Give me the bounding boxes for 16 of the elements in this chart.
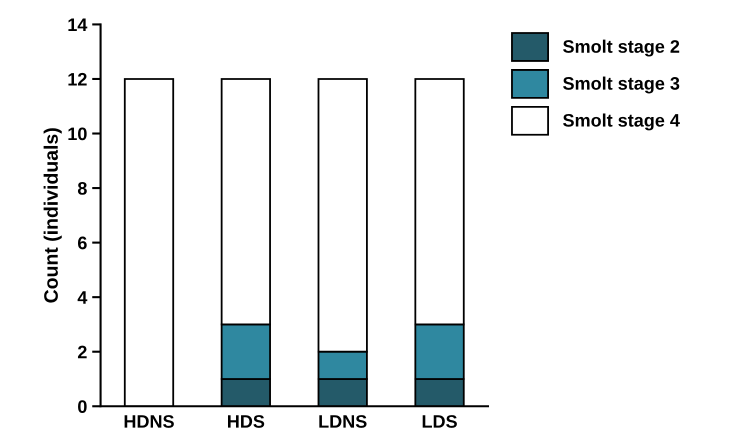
y-tick-label: 2	[78, 346, 87, 358]
legend-label: Smolt stage 3	[563, 76, 680, 94]
y-tick-label: 4	[78, 291, 88, 304]
legend-label: Smolt stage 2	[563, 40, 680, 57]
y-tick-label: 14	[68, 18, 88, 31]
x-tick-label: HDS	[228, 415, 264, 428]
y-tick-label: 10	[68, 127, 87, 140]
y-tick-label: 0	[78, 400, 87, 413]
y-axis-title: Count (individuals)	[44, 128, 62, 303]
x-tick-label: LDS	[422, 415, 457, 428]
x-tick-label: HDNS	[124, 415, 174, 428]
y-tick-label: 12	[68, 72, 87, 86]
x-tick-label: LDNS	[319, 415, 367, 428]
y-tick-label: 6	[78, 236, 87, 250]
y-tick-label: 8	[78, 182, 87, 195]
legend-label: Smolt stage 4	[563, 113, 680, 130]
